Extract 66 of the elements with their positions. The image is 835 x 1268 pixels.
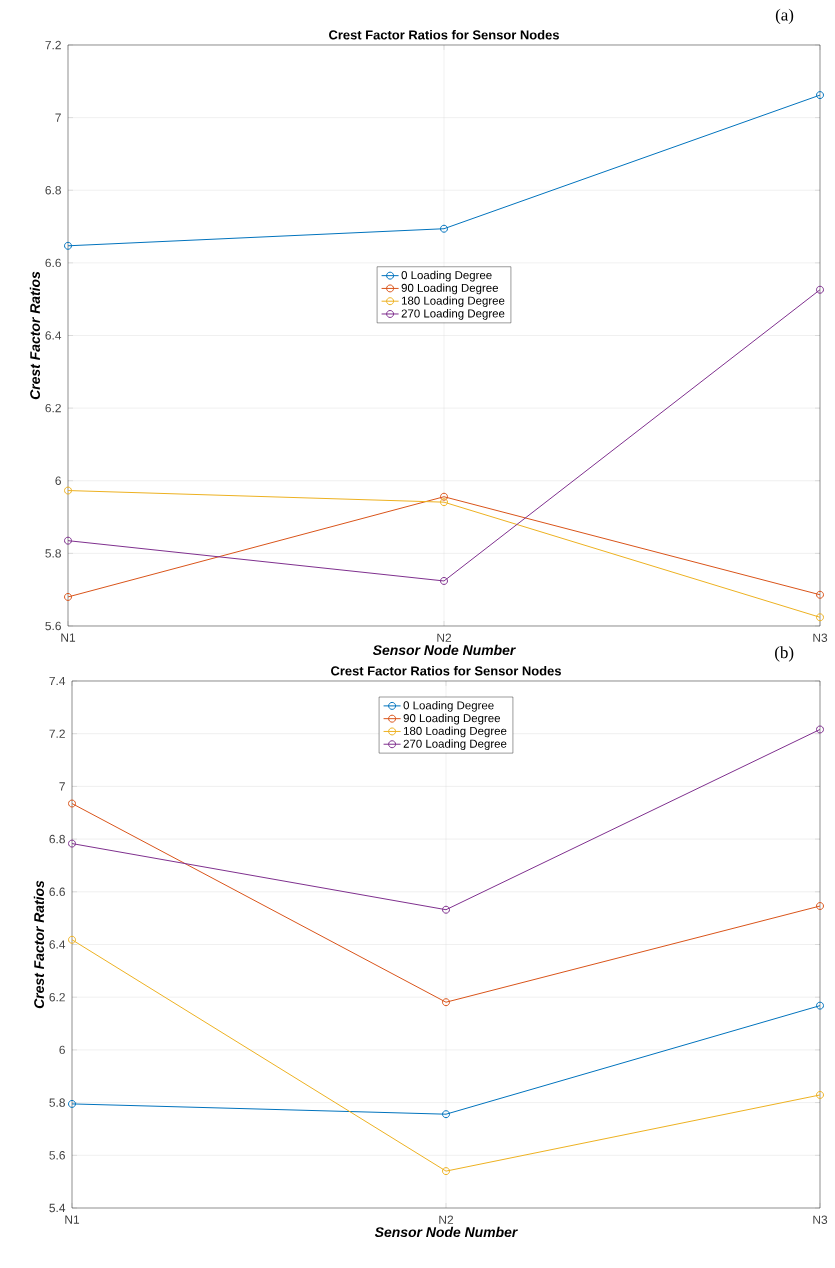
legend-label: 0 Loading Degree — [401, 270, 492, 282]
point — [816, 725, 824, 734]
point — [440, 498, 448, 507]
y-tick-label: 5.6 — [49, 1151, 65, 1160]
y-tick-label: 6.8 — [49, 834, 65, 844]
y-tick-label: 6.4 — [45, 331, 62, 340]
point — [440, 576, 448, 585]
legend-label: 180 Loading Degree — [401, 296, 505, 307]
text: (b) — [775, 646, 794, 662]
y-tick-label: 6.2 — [49, 992, 65, 1002]
legend-label: 270 Loading Degree — [403, 739, 507, 751]
y-axis-title: Crest Factor Ratios — [33, 880, 45, 1009]
y-tick-label: 7 — [59, 782, 65, 791]
y-tick-label: 6.6 — [49, 887, 65, 897]
y-tick-label: 5.8 — [49, 1098, 65, 1107]
point — [64, 486, 72, 495]
point — [816, 1001, 824, 1010]
point — [68, 839, 76, 848]
point — [816, 1090, 824, 1099]
chart-title: Crest Factor Ratios for Sensor Nodes — [329, 29, 559, 40]
x-tick-label: N2 — [439, 1215, 454, 1224]
point — [816, 285, 824, 294]
y-axis-title: Crest Factor Ratios — [29, 271, 41, 400]
y-tick-label: 7.4 — [49, 676, 66, 686]
y-tick-label: 6 — [55, 476, 61, 485]
point — [64, 536, 72, 545]
legend-label: 90 Loading Degree — [401, 283, 499, 295]
y-tick-label: 5.6 — [45, 621, 61, 631]
x-axis-title: Sensor Node Number — [372, 644, 516, 656]
x-tick-label: N1 — [65, 1215, 80, 1224]
x-tick-label: N3 — [813, 633, 828, 642]
point — [816, 590, 824, 599]
legend-label: 270 Loading Degree — [401, 309, 505, 320]
y-tick-label: 5.4 — [49, 1203, 66, 1213]
x-tick-label: N2 — [437, 633, 452, 642]
x-tick-label: N3 — [813, 1215, 828, 1224]
y-tick-label: 5.8 — [45, 549, 61, 558]
y-tick-label: 7.2 — [45, 40, 61, 50]
point — [68, 799, 76, 808]
point — [440, 224, 448, 233]
point — [816, 613, 824, 622]
y-tick-label: 6.8 — [45, 186, 61, 195]
legend-label: 180 Loading Degree — [403, 726, 507, 738]
x-axis-title: Sensor Node Number — [374, 1226, 518, 1238]
y-tick-label: 7 — [55, 113, 61, 122]
legend-label: 0 Loading Degree — [403, 701, 494, 712]
y-tick-label: 6.6 — [45, 258, 61, 268]
y-tick-label: 6 — [59, 1045, 65, 1055]
chart-title: Crest Factor Ratios for Sensor Nodes — [331, 665, 561, 676]
y-tick-label: 6.2 — [45, 403, 61, 413]
point — [64, 592, 72, 601]
point — [816, 902, 824, 911]
point — [816, 91, 824, 100]
point — [440, 492, 448, 501]
point — [68, 1099, 76, 1108]
legend-label: 90 Loading Degree — [403, 713, 501, 725]
point — [442, 1110, 450, 1119]
point — [442, 998, 450, 1007]
point — [442, 905, 450, 914]
text: (a) — [775, 8, 794, 25]
y-tick-label: 6.4 — [49, 940, 66, 949]
y-tick-label: 7.2 — [49, 729, 65, 738]
point — [442, 1167, 450, 1176]
point — [64, 241, 72, 250]
point — [68, 935, 76, 944]
x-tick-label: N1 — [61, 633, 76, 642]
